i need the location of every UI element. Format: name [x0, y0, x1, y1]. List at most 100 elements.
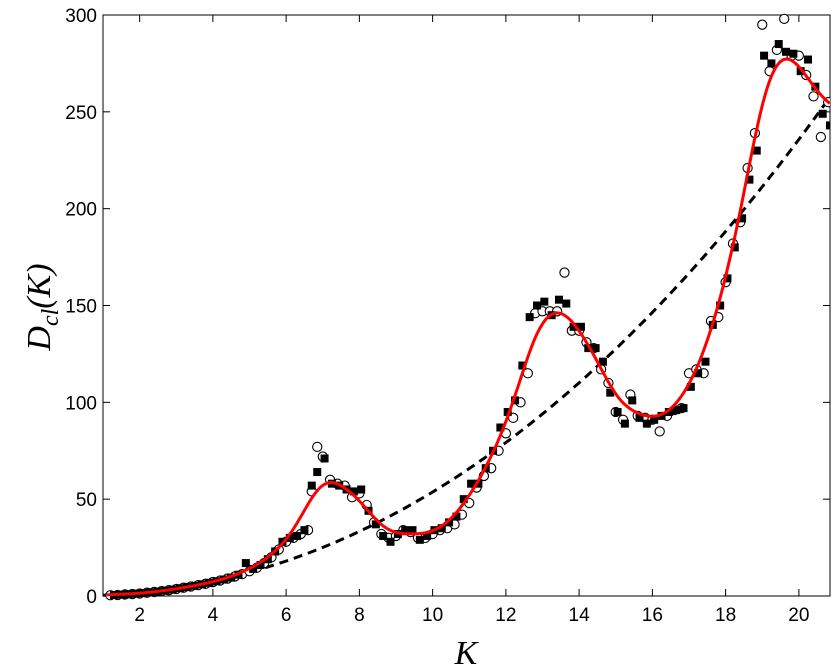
data-point-square — [474, 479, 483, 488]
x-tick-label: 16 — [642, 605, 663, 626]
y-tick-label: 300 — [65, 6, 97, 27]
data-point-square — [386, 537, 395, 546]
data-point-square — [767, 59, 776, 68]
data-point-square — [745, 175, 754, 184]
x-tick-label: 6 — [281, 605, 292, 626]
y-tick-label: 250 — [65, 103, 97, 124]
data-point-square — [307, 481, 316, 490]
data-point-square — [804, 55, 813, 64]
data-point-square — [459, 495, 468, 504]
data-point-square — [437, 524, 446, 533]
y-tick-label: 200 — [65, 200, 97, 221]
data-point-square — [679, 404, 688, 413]
data-point-square — [730, 243, 739, 252]
trend-layer — [103, 96, 830, 597]
data-point-circle — [654, 426, 665, 437]
data-point-square — [249, 564, 258, 573]
data-point-square — [293, 531, 302, 540]
x-tick-label: 12 — [495, 605, 516, 626]
data-point-square — [554, 295, 563, 304]
data-point-square — [664, 408, 673, 417]
data-point-square — [694, 369, 703, 378]
data-point-square — [511, 396, 520, 405]
y-tick-label: 100 — [65, 393, 97, 414]
data-point-square — [635, 413, 644, 422]
x-tick-label: 2 — [134, 605, 145, 626]
data-point-square — [285, 533, 294, 542]
data-point-square — [650, 415, 659, 424]
x-axis-label: K — [454, 635, 480, 670]
x-tick-label: 14 — [569, 605, 591, 626]
data-point-square — [620, 419, 629, 428]
data-point-square — [518, 361, 527, 370]
y-axis-label-main: D — [21, 326, 58, 352]
data-point-square — [606, 388, 615, 397]
axis-ticks — [103, 14, 830, 597]
data-point-circle — [312, 441, 323, 453]
data-point-square — [569, 322, 578, 331]
data-point-square — [562, 299, 571, 308]
y-axis-label-tail: (K) — [21, 263, 58, 308]
data-point-circle — [808, 91, 819, 102]
data-point-square — [686, 382, 695, 391]
fit-layer — [106, 57, 830, 597]
x-tick-label: 8 — [354, 605, 365, 626]
data-point-square — [533, 301, 542, 310]
data-point-square — [408, 526, 417, 535]
data-point-square — [760, 51, 769, 60]
data-point-square — [241, 559, 250, 568]
data-point-square — [540, 297, 549, 306]
x-tick-label: 20 — [788, 605, 809, 626]
x-tick-label: 18 — [715, 605, 736, 626]
data-point-square — [452, 512, 461, 521]
data-point-square — [415, 535, 424, 544]
data-point-square — [774, 40, 783, 49]
data-point-square — [300, 526, 309, 535]
data-point-square — [591, 344, 600, 353]
data-point-square — [628, 396, 637, 405]
data-point-square — [423, 531, 432, 540]
data-point-square — [445, 518, 454, 527]
markers-layer — [105, 13, 830, 601]
data-point-square — [349, 487, 358, 496]
data-point-circle — [779, 13, 790, 25]
data-point-square — [401, 526, 410, 535]
data-point-square — [613, 408, 622, 417]
y-axis-label: Dcl(K) — [21, 263, 64, 351]
data-point-square — [313, 468, 322, 477]
data-point-square — [496, 423, 505, 432]
data-point-square — [789, 49, 798, 58]
data-point-square — [320, 454, 329, 463]
x-tick-label: 10 — [422, 605, 443, 626]
data-point-square — [467, 479, 476, 488]
trend-line — [103, 96, 830, 597]
data-point-square — [379, 531, 388, 540]
y-tick-label: 150 — [65, 297, 97, 318]
data-point-square — [642, 419, 651, 428]
data-point-square — [503, 408, 512, 417]
data-point-square — [263, 555, 272, 564]
data-point-square — [371, 520, 380, 529]
y-tick-label: 50 — [76, 490, 97, 511]
data-point-square — [598, 357, 607, 366]
data-point-square — [752, 146, 761, 155]
data-point-circle — [815, 131, 826, 143]
data-point-square — [525, 313, 534, 322]
data-point-square — [723, 274, 732, 283]
data-point-square — [782, 47, 791, 56]
data-point-square — [738, 214, 747, 223]
x-tick-label: 4 — [208, 605, 219, 626]
data-point-square — [818, 109, 827, 118]
fit-curve — [106, 57, 830, 597]
data-point-circle — [757, 19, 768, 30]
y-axis-label-sub: cl — [38, 308, 64, 326]
y-tick-label: 0 — [86, 587, 97, 608]
data-point-circle — [559, 267, 570, 278]
data-point-square — [357, 485, 366, 494]
data-point-square — [576, 322, 585, 331]
data-point-square — [826, 121, 830, 130]
data-point-square — [256, 561, 265, 570]
data-point-square — [716, 301, 725, 310]
